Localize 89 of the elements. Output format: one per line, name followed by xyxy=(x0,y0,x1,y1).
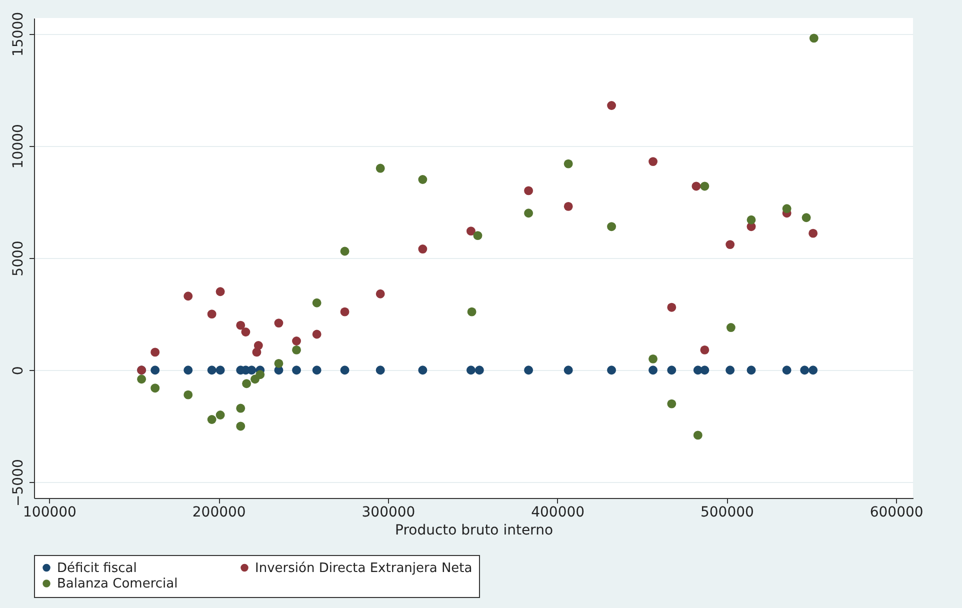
x-tick-label: 200000 xyxy=(192,504,246,520)
point xyxy=(207,415,216,424)
point xyxy=(216,366,225,375)
point xyxy=(312,366,322,375)
point xyxy=(667,302,676,312)
point xyxy=(312,330,322,339)
point xyxy=(667,366,676,375)
point xyxy=(524,186,534,196)
point xyxy=(782,204,792,214)
point xyxy=(184,366,193,375)
y-tick-label: 0 xyxy=(10,366,26,376)
point xyxy=(800,366,810,375)
point xyxy=(648,366,658,375)
point xyxy=(802,213,811,222)
point xyxy=(564,202,573,211)
point xyxy=(376,366,385,375)
point xyxy=(808,228,818,238)
point xyxy=(467,307,476,316)
point xyxy=(376,289,385,298)
y-tick-label: −5000 xyxy=(10,459,26,506)
point xyxy=(746,215,756,224)
point xyxy=(207,310,216,319)
point xyxy=(150,366,160,375)
point xyxy=(726,323,736,332)
point xyxy=(648,157,658,166)
point xyxy=(150,348,160,357)
point xyxy=(808,366,818,375)
point xyxy=(466,226,476,236)
legend-label: Balanza Comercial xyxy=(57,576,178,592)
point xyxy=(726,366,735,375)
point xyxy=(607,101,616,110)
point xyxy=(292,366,301,375)
legend-label: Inversión Directa Extranjera Neta xyxy=(255,560,472,576)
point xyxy=(292,336,301,346)
point xyxy=(256,370,265,380)
point xyxy=(524,366,534,375)
point xyxy=(473,231,482,240)
point xyxy=(607,366,616,375)
point xyxy=(184,292,193,301)
point xyxy=(292,346,301,354)
point xyxy=(137,374,146,384)
point xyxy=(340,246,350,256)
point xyxy=(236,320,246,330)
point xyxy=(274,318,284,328)
point xyxy=(418,244,428,254)
point xyxy=(340,307,350,316)
point xyxy=(184,390,193,400)
point xyxy=(242,379,252,388)
point xyxy=(700,366,710,375)
point xyxy=(241,328,250,336)
point xyxy=(150,384,160,393)
point xyxy=(693,430,702,440)
point xyxy=(474,366,484,375)
point xyxy=(216,410,225,420)
x-tick-label: 600000 xyxy=(870,504,924,520)
point xyxy=(692,182,701,191)
legend-label: Déficit fiscal xyxy=(57,560,137,576)
point xyxy=(809,34,818,43)
point xyxy=(700,346,710,354)
x-tick-label: 100000 xyxy=(23,504,76,520)
x-axis-title: Producto bruto interno xyxy=(394,522,554,538)
point xyxy=(274,358,284,368)
point xyxy=(700,182,710,191)
point xyxy=(564,159,573,168)
point xyxy=(216,287,225,296)
point xyxy=(236,422,246,431)
y-tick-label: 15000 xyxy=(10,12,26,56)
point xyxy=(667,399,676,408)
y-tick-label: 5000 xyxy=(10,240,26,276)
y-tick-label: 10000 xyxy=(10,124,26,169)
point xyxy=(746,366,756,375)
point xyxy=(236,404,246,413)
point xyxy=(418,366,428,375)
point xyxy=(524,208,534,218)
point xyxy=(648,354,658,364)
point xyxy=(564,366,573,375)
point xyxy=(207,366,216,375)
x-tick-label: 500000 xyxy=(700,504,754,520)
point xyxy=(254,341,263,350)
point xyxy=(376,164,385,173)
point xyxy=(340,366,350,375)
point xyxy=(418,175,428,184)
point xyxy=(466,366,476,375)
point xyxy=(607,222,616,232)
point xyxy=(726,240,735,250)
point xyxy=(312,298,322,308)
x-tick-label: 400000 xyxy=(531,504,585,520)
point xyxy=(782,366,792,375)
x-tick-label: 300000 xyxy=(362,504,416,520)
